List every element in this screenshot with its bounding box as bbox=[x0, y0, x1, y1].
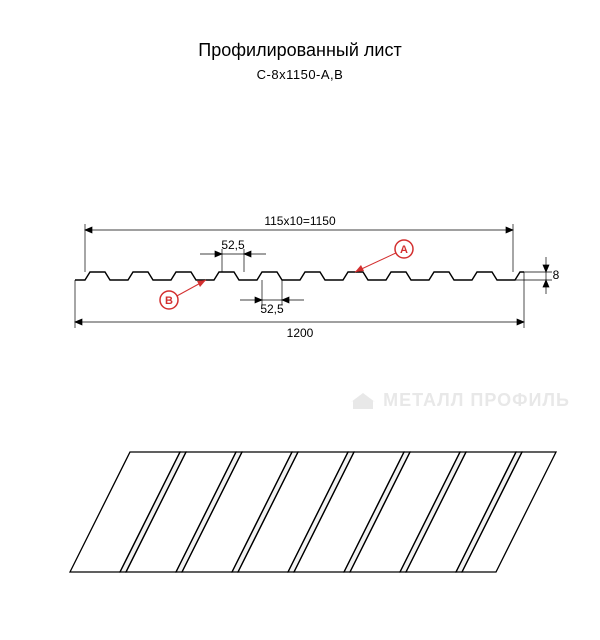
marker-b: B bbox=[160, 280, 206, 309]
dim-pitch-top: 52,5 bbox=[221, 238, 245, 252]
cross-section-diagram: 115х10=1150 52,5 52,5 1200 8 A B bbox=[0, 142, 600, 382]
svg-text:A: A bbox=[400, 244, 408, 256]
product-code: С-8х1150-А,В bbox=[0, 67, 600, 82]
perspective-view bbox=[0, 442, 600, 602]
watermark-text: МЕТАЛЛ ПРОФИЛЬ bbox=[383, 390, 570, 411]
watermark: МЕТАЛЛ ПРОФИЛЬ bbox=[351, 390, 570, 411]
dim-pitch-bottom: 52,5 bbox=[260, 302, 284, 316]
title-block: Профилированный лист С-8х1150-А,В bbox=[0, 40, 600, 82]
dim-total-width: 1200 bbox=[287, 326, 314, 340]
dim-height: 8 bbox=[553, 268, 560, 282]
svg-text:B: B bbox=[165, 295, 173, 307]
dim-top-width: 115х10=1150 bbox=[264, 214, 336, 228]
marker-a: A bbox=[355, 240, 413, 272]
page-title: Профилированный лист bbox=[0, 40, 600, 61]
house-icon bbox=[351, 391, 375, 411]
